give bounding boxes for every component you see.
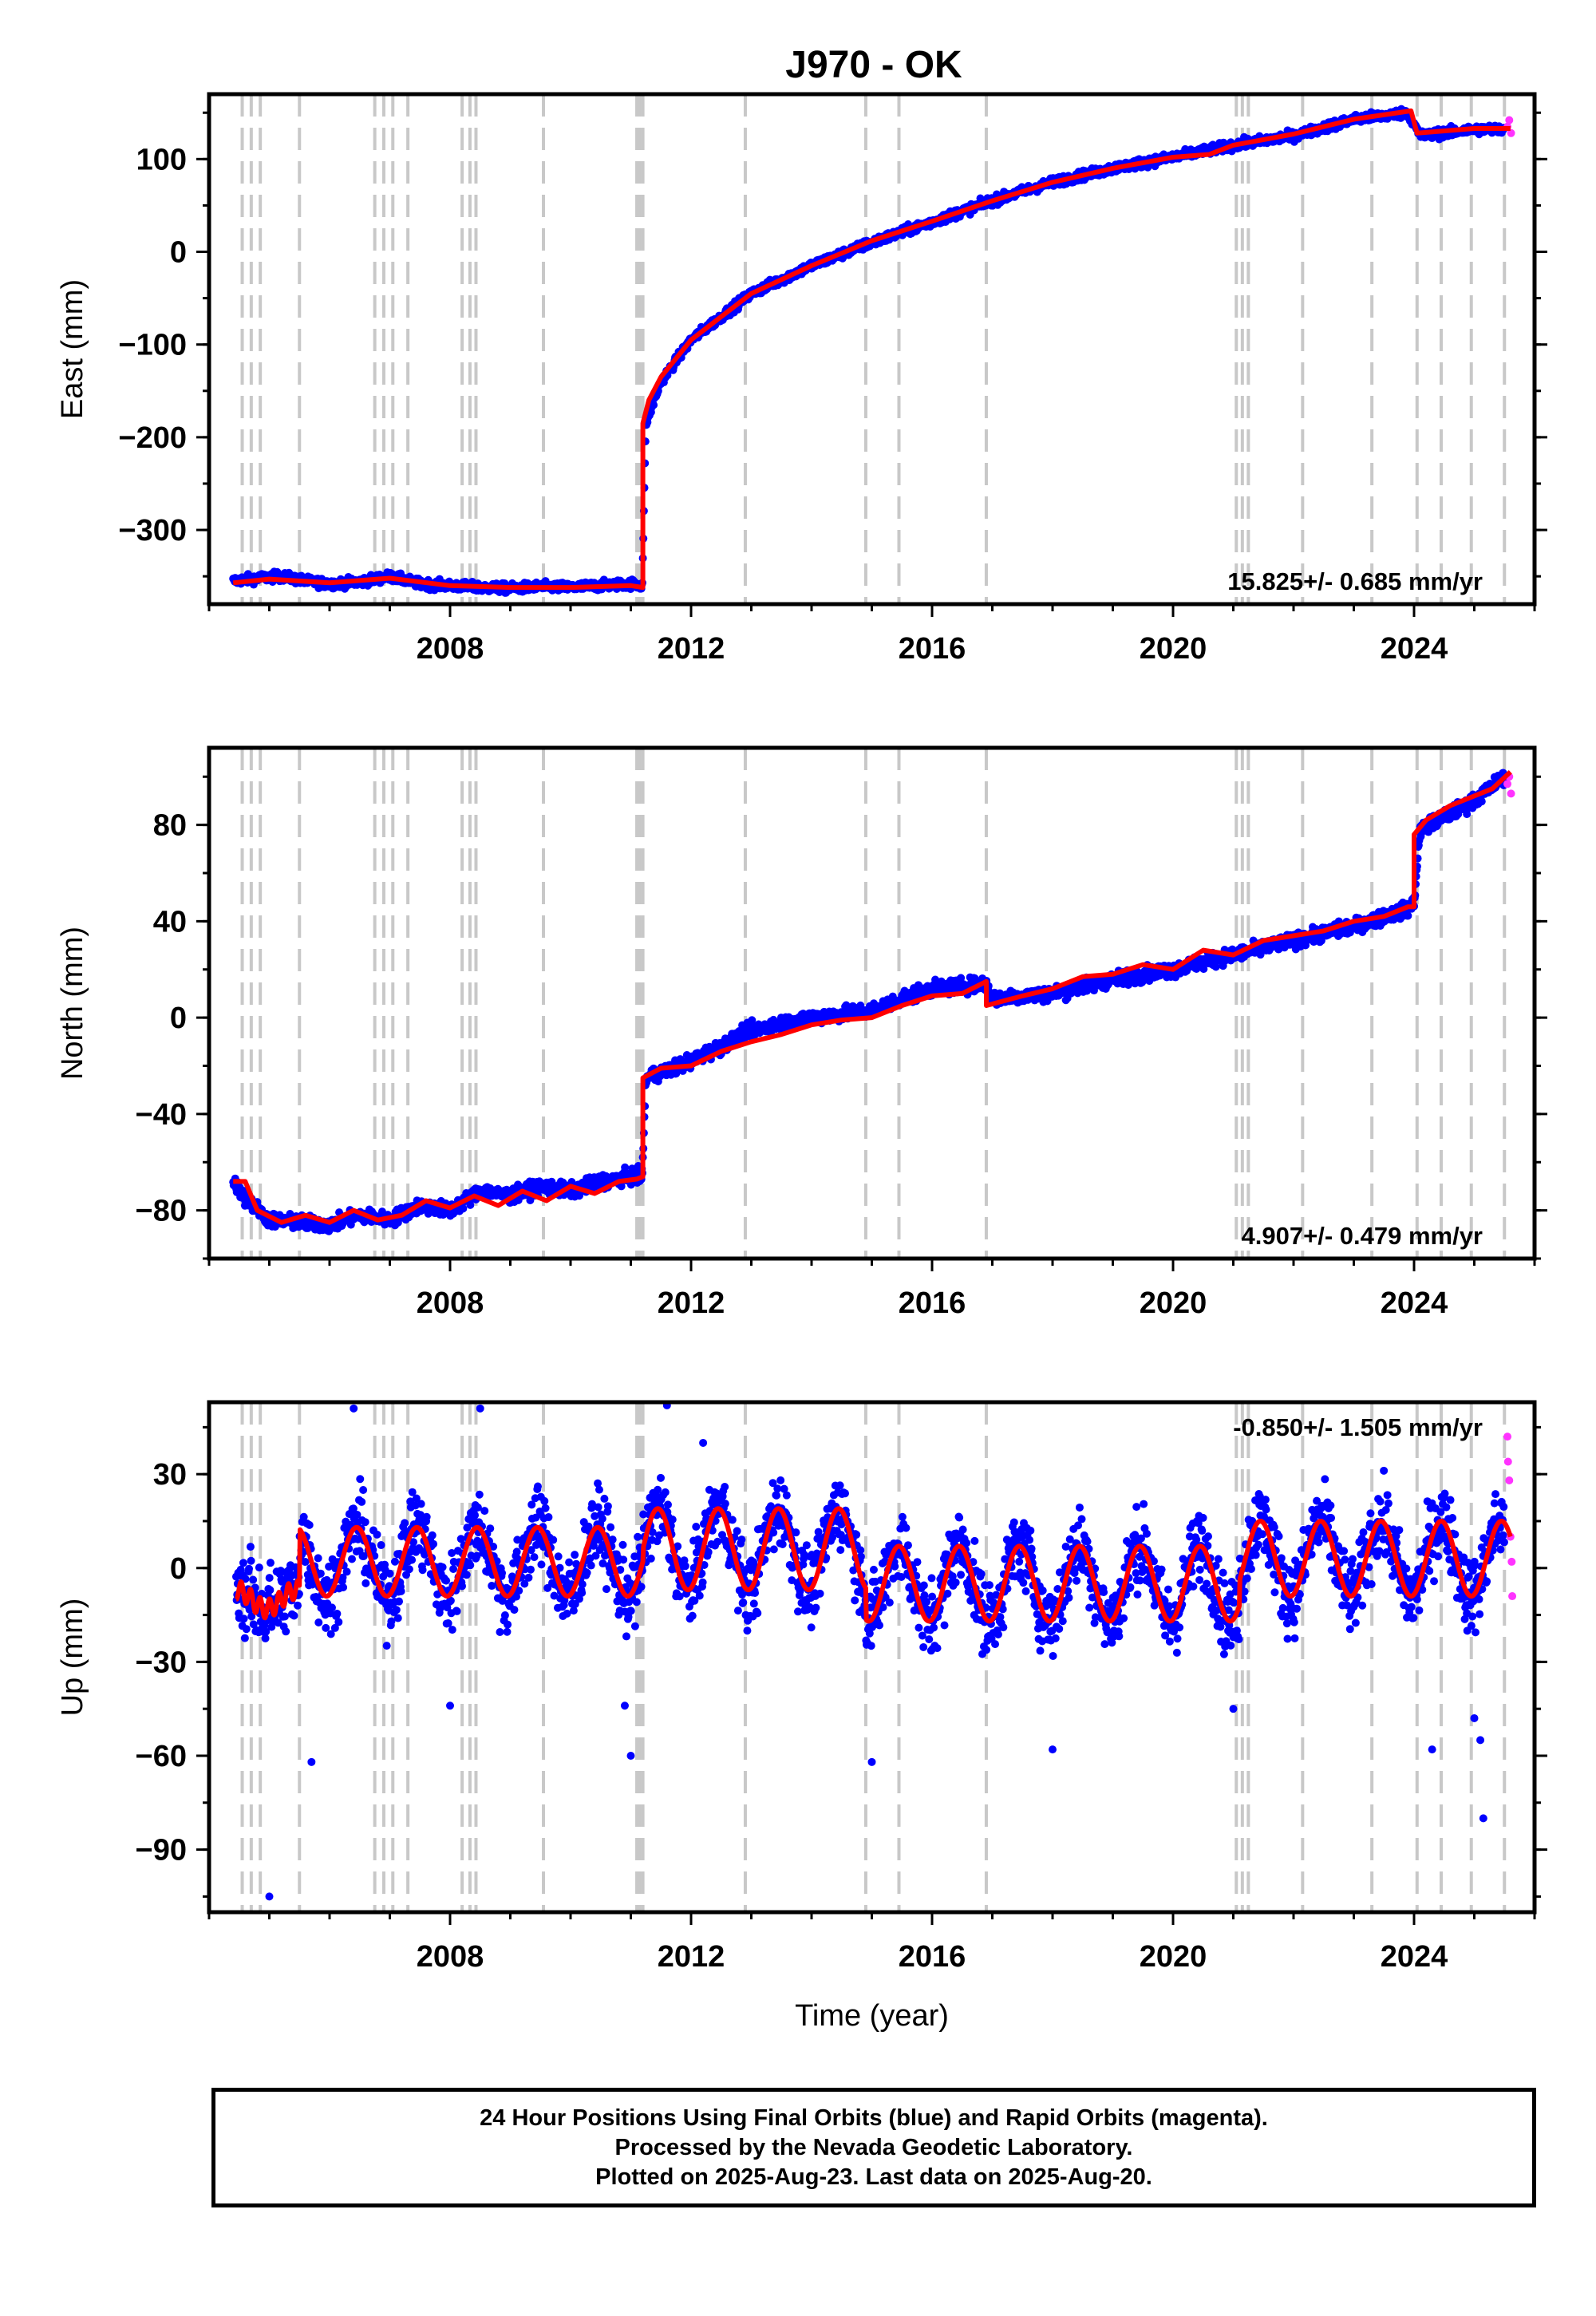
y-tick-label: 0 — [170, 236, 187, 270]
data-point — [621, 1163, 630, 1172]
y-axis-label: East (mm) — [56, 279, 89, 419]
data-point — [650, 401, 658, 409]
data-point — [1211, 962, 1220, 971]
chart-title: J970 - OK — [785, 44, 962, 86]
x-tick-label: 2024 — [1381, 632, 1448, 666]
y-tick-label: 100 — [136, 143, 187, 176]
data-point — [459, 1204, 468, 1213]
final-orbit-points — [229, 769, 1509, 1235]
data-point — [1199, 965, 1208, 974]
y-tick-label: −300 — [118, 514, 187, 547]
x-tick-label: 2012 — [658, 632, 725, 666]
data-point — [466, 1200, 475, 1209]
plot-area — [229, 748, 1515, 1259]
panel-east: 2008 2012 2016 2020 2024 100 0 −100 −200 −300 East… — [56, 92, 1547, 666]
rapid-orbit-point — [1507, 128, 1515, 137]
rate-label: 15.825+/- 0.685 mm/yr — [1227, 567, 1483, 595]
x-tick-label: 2008 — [417, 632, 484, 666]
data-point — [1404, 911, 1412, 920]
plot-area — [229, 94, 1515, 604]
x-tick-label: 2016 — [899, 632, 966, 666]
model-line — [232, 108, 1511, 591]
y-tick-label: −100 — [118, 329, 187, 362]
data-point — [957, 974, 966, 982]
y-tick-label: −200 — [118, 421, 187, 455]
x-tick-label: 2020 — [1140, 632, 1207, 666]
panels: 2008 2012 2016 2020 2024 100 0 −100 −200 −300 East… — [56, 92, 1547, 2033]
data-point — [617, 1182, 626, 1191]
rapid-orbit-point — [1505, 116, 1514, 124]
final-orbit-points — [229, 105, 1509, 597]
